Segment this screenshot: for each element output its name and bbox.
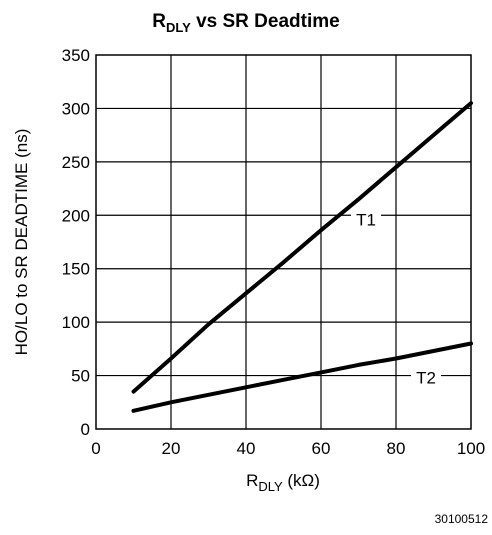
grid	[96, 55, 471, 429]
curve-labels: T1 T2	[351, 208, 441, 388]
curve-label-t1: T1	[356, 211, 376, 230]
x-tick-label: 0	[91, 439, 100, 458]
y-tick-label: 300	[62, 99, 90, 118]
y-tick-label: 100	[62, 313, 90, 332]
x-tick-label: 100	[457, 439, 485, 458]
curve-label-t2: T2	[416, 369, 436, 388]
curve-label-background	[351, 208, 381, 229]
x-tick-label: 60	[312, 439, 331, 458]
plot-frame	[95, 54, 472, 430]
x-axis-ticks: 0 20 40 60 80 100	[91, 439, 485, 458]
y-tick-label: 150	[62, 260, 90, 279]
x-tick-label: 80	[387, 439, 406, 458]
x-tick-label: 20	[162, 439, 181, 458]
y-tick-label: 350	[62, 46, 90, 65]
y-axis-ticks: 0 50 100 150 200 250 300 350	[62, 46, 90, 439]
x-axis-label: RDLY (kΩ)	[246, 471, 320, 494]
x-tick-label: 40	[237, 439, 256, 458]
y-tick-label: 200	[62, 206, 90, 225]
series-layer	[131, 101, 473, 413]
y-tick-label: 50	[71, 367, 90, 386]
series-line-t1	[131, 101, 473, 394]
chart-title: RDLY vs SR Deadtime	[152, 11, 339, 35]
y-axis-label: HO/LO to SR DEADTIME (ns)	[12, 129, 31, 356]
y-tick-label: 250	[62, 153, 90, 172]
curve-label-background	[411, 366, 441, 387]
y-tick-label: 0	[81, 420, 90, 439]
figure-id: 30100512	[435, 512, 489, 526]
series-line-t2	[131, 341, 473, 413]
